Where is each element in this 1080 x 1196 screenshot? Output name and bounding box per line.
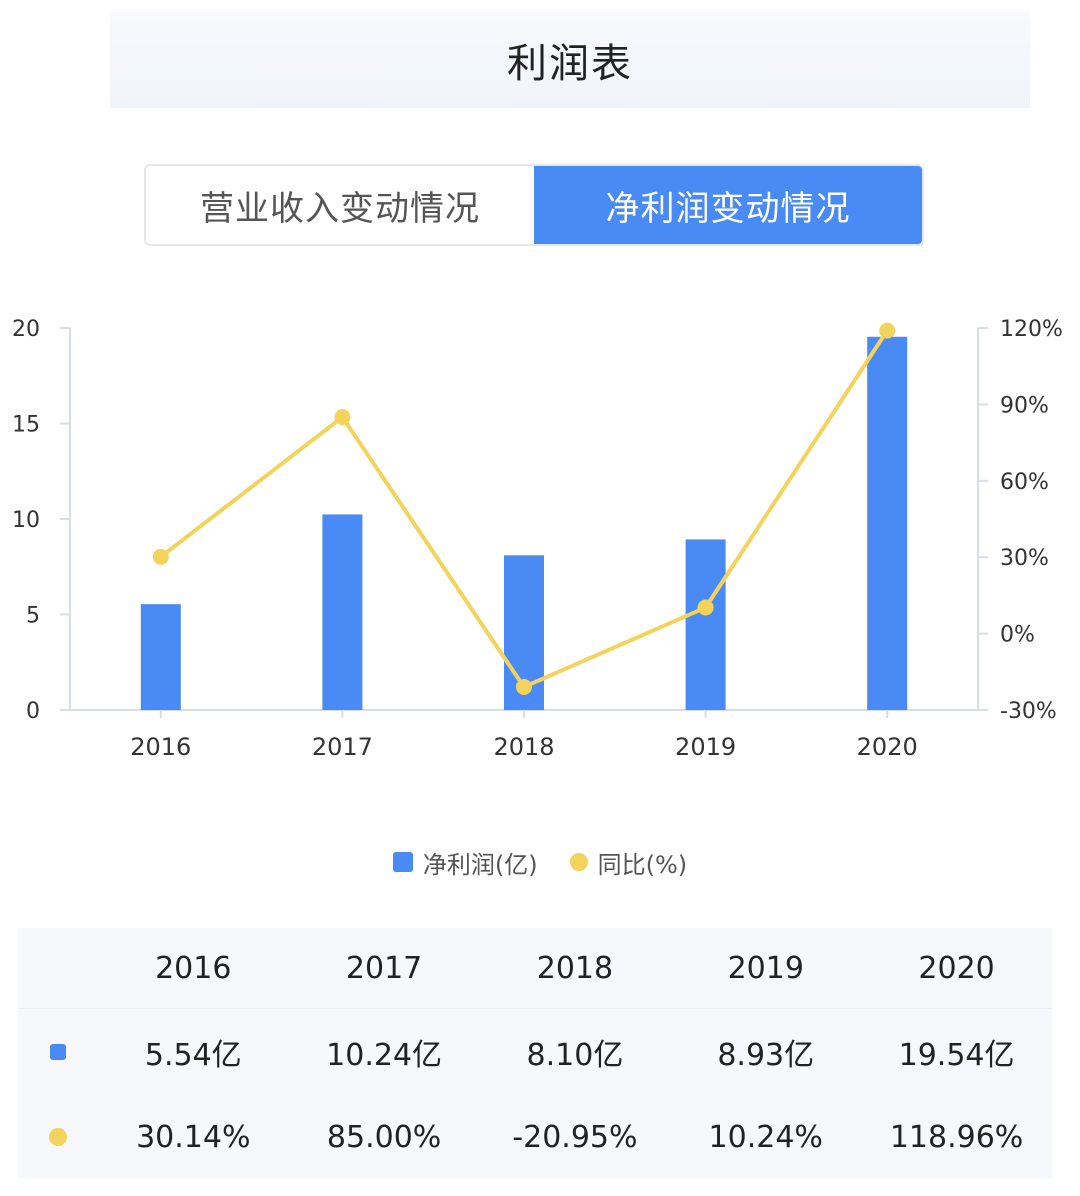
table-cell-yoy: 85.00%: [326, 1119, 442, 1155]
table-cell-yoy: 30.14%: [136, 1119, 251, 1155]
profit-marker-icon: [49, 1044, 66, 1060]
data-table: 2016 2017 2018 2019 2020 5.54亿 10.24亿 8.…: [18, 928, 1052, 1178]
y-left-tick-label: 0: [26, 699, 40, 724]
x-tick-label: 2016: [130, 733, 191, 761]
legend-label-yoy: 同比(%): [597, 850, 688, 879]
chart-legend: 净利润(亿) 同比(%): [0, 842, 1080, 882]
tab-switcher: 营业收入变动情况 净利润变动情况: [144, 164, 924, 246]
y-right-tick-label: -30%: [1000, 699, 1057, 724]
bar-net-profit: [867, 336, 908, 710]
y-left-tick-label: 10: [12, 508, 40, 533]
table-header-year: 2018: [536, 950, 614, 986]
page-title: 利润表: [507, 41, 633, 87]
table-cell-profit: 19.54亿: [898, 1038, 1015, 1073]
bar-net-profit: [140, 604, 181, 710]
table-row-profit: 5.54亿 10.24亿 8.10亿 8.93亿 19.54亿: [18, 1008, 1052, 1096]
point-yoy: [152, 548, 169, 565]
legend-item-profit[interactable]: 净利润(亿): [392, 845, 538, 880]
x-tick-label: 2020: [857, 733, 918, 761]
yoy-marker-icon: [48, 1128, 67, 1146]
tab-revenue-change[interactable]: 营业收入变动情况: [200, 188, 480, 229]
table-cell-profit: 10.24亿: [326, 1038, 443, 1073]
title-bar: 利润表: [110, 12, 1030, 108]
y-right-tick-label: 60%: [1000, 470, 1049, 495]
point-yoy: [334, 409, 351, 426]
legend-label-profit: 净利润(亿): [422, 850, 538, 879]
y-right-tick-label: 120%: [1000, 317, 1063, 342]
y-left-tick-label: 5: [26, 604, 40, 629]
table-cell-profit: 8.93亿: [717, 1038, 815, 1073]
y-right-tick-label: 30%: [1000, 546, 1049, 571]
y-right-tick-label: 0%: [1000, 623, 1035, 648]
tab-net-profit-change[interactable]: 净利润变动情况: [534, 166, 922, 244]
table-cell-profit: 5.54亿: [144, 1038, 242, 1073]
table-header-year: 2019: [727, 950, 804, 986]
table-cell-yoy: -20.95%: [512, 1119, 638, 1155]
table-row-yoy: 30.14% 85.00% -20.95% 10.24% 118.96%: [18, 1096, 1052, 1178]
table-cell-profit: 8.10亿: [526, 1038, 624, 1073]
legend-dot-swatch: [569, 853, 588, 871]
y-left-tick-label: 15: [12, 413, 40, 438]
point-yoy: [516, 678, 532, 695]
table-header-year: 2017: [345, 950, 423, 986]
x-tick-label: 2018: [493, 733, 554, 761]
table-cell-yoy: 10.24%: [708, 1119, 823, 1155]
x-tick-label: 2019: [675, 733, 736, 761]
y-left-tick-label: 20: [12, 317, 40, 342]
point-yoy: [697, 599, 714, 616]
legend-item-yoy[interactable]: 同比(%): [569, 845, 688, 880]
point-yoy: [879, 322, 896, 339]
table-header-row: 2016 2017 2018 2019 2020: [18, 928, 1052, 1009]
y-right-tick-label: 90%: [1000, 393, 1049, 418]
row-marker: [18, 1128, 98, 1146]
bar-net-profit: [685, 539, 726, 710]
legend-bar-swatch: [392, 852, 413, 872]
table-header-year: 2016: [155, 950, 232, 986]
table-cell-yoy: 118.96%: [889, 1119, 1024, 1155]
row-marker: [18, 1044, 98, 1060]
profit-chart: 0 5 10 15 20 -30% 0% 30% 60% 90% 120% 2016 2017 2018 2…: [12, 317, 1063, 761]
x-tick-label: 2017: [312, 733, 373, 761]
bar-net-profit: [322, 514, 363, 710]
table-header-year: 2020: [918, 950, 995, 986]
